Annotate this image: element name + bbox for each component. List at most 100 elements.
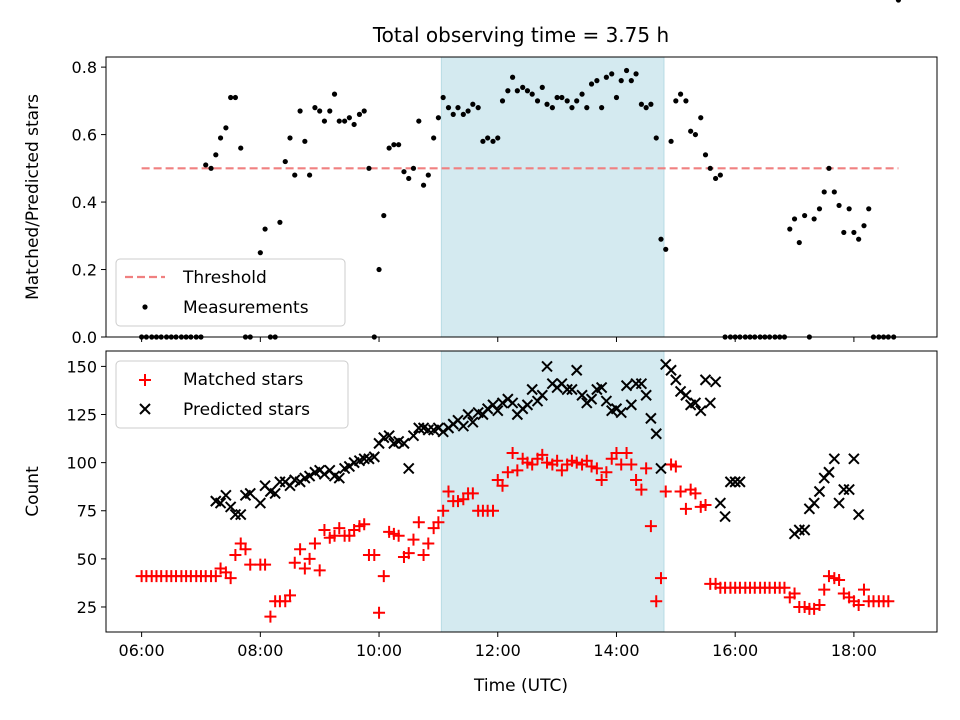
predicted-stars-point	[665, 364, 677, 376]
measurements-point	[238, 145, 244, 151]
measurements-point	[445, 105, 452, 111]
measurements-point	[228, 94, 234, 101]
y-tick-label: 0.8	[72, 58, 97, 77]
measurements-point	[306, 172, 313, 178]
measurements-point	[638, 101, 645, 107]
matched-stars-point	[318, 523, 331, 536]
x-tick-label: 06:00	[119, 641, 165, 660]
predicted-stars-point	[398, 437, 410, 450]
matched-stars-point	[506, 447, 519, 460]
matched-stars-point	[501, 466, 514, 479]
measurements-point	[302, 138, 308, 144]
predicted-stars-point	[709, 376, 722, 388]
y-tick-label: 25	[77, 598, 97, 617]
predicted-stars-point	[823, 466, 835, 478]
predicted-stars-point	[674, 385, 687, 398]
matched-stars-point	[422, 537, 435, 550]
predicted-legend-label: Predicted stars	[183, 400, 310, 420]
matched-stars-point	[417, 549, 430, 562]
matched-stars-point	[788, 587, 801, 600]
predicted-stars-point	[220, 489, 232, 502]
matched-stars-point	[654, 572, 667, 585]
measurements-point	[549, 105, 555, 111]
measurements-point	[203, 162, 209, 168]
y-tick-label: 50	[77, 550, 97, 569]
matched-stars-point	[294, 543, 307, 556]
measurements-point	[816, 206, 823, 212]
predicted-stars-point	[689, 397, 702, 409]
measurements-point	[282, 158, 288, 165]
predicted-stars-point	[585, 393, 598, 405]
predicted-stars-point	[625, 399, 638, 411]
count-panel: 25 50 75 100 125 150 06:00 08:00 10:00 12:00 14:0…	[23, 350, 938, 660]
measurements-point	[262, 226, 268, 232]
predicted-stars-point	[576, 389, 588, 401]
measurements-point	[495, 135, 501, 141]
matched-stars-point	[640, 462, 653, 475]
matched-stars-point	[526, 458, 539, 471]
measurements-point	[317, 108, 323, 114]
predicted-stars-point	[615, 406, 627, 419]
matched-stars-point	[813, 599, 826, 612]
measurements-point	[292, 172, 298, 178]
measurements-point	[217, 135, 224, 141]
matched-stars-point	[487, 504, 500, 517]
matched-stars-point	[818, 583, 831, 596]
matched-stars-point	[644, 520, 657, 533]
y-tick-label: 0.2	[72, 261, 97, 280]
matched-stars-point	[333, 522, 346, 535]
matched-stars-point	[368, 549, 381, 562]
matched-stars-point	[852, 599, 865, 612]
ratio-y-axis: 0.0 0.2 0.4 0.6 0.8	[72, 58, 106, 347]
measurements-point	[396, 142, 402, 148]
predicted-stars-point	[333, 472, 345, 484]
matched-stars-point	[313, 564, 326, 577]
measurements-point	[603, 74, 609, 80]
measurements-point	[841, 229, 847, 236]
measurements-point	[470, 101, 476, 107]
matched-stars-point	[778, 581, 791, 594]
measurements-point	[416, 118, 422, 124]
matched-stars-point	[407, 533, 420, 546]
ratio-x-axis	[141, 337, 855, 342]
predicted-stars-point	[383, 429, 395, 442]
matched-stars-point	[595, 473, 608, 486]
measurements-point	[406, 175, 412, 182]
measurements-point	[336, 118, 342, 124]
matched-stars-point	[442, 485, 455, 498]
measurements-point	[564, 98, 570, 104]
measurements-point	[658, 236, 664, 242]
predicted-stars-point	[214, 497, 227, 509]
measurements-point	[524, 88, 531, 94]
measurements-point	[257, 250, 263, 256]
measurements-point	[351, 121, 357, 128]
count-panel-frame	[105, 350, 938, 633]
matched-stars-point	[833, 574, 846, 587]
predicted-stars-point	[269, 487, 281, 500]
predicted-stars-point	[670, 374, 682, 386]
measurements-point	[213, 152, 219, 158]
matched-stars-point	[679, 502, 692, 515]
measurements-point	[663, 246, 669, 252]
matched-stars-point	[358, 518, 371, 531]
measurements-point	[673, 98, 679, 104]
measurements-point	[579, 91, 585, 97]
measurements-point	[688, 128, 694, 134]
matched-stars-point	[259, 558, 272, 571]
matched-stars-point	[689, 487, 702, 500]
measurements-point	[707, 165, 713, 171]
observing-window-highlight	[440, 56, 665, 338]
matched-stars-point	[650, 595, 663, 608]
measurements-point	[450, 111, 456, 117]
measurements-point	[431, 135, 437, 141]
matched-stars-point	[229, 549, 242, 562]
predicted-stars-point	[813, 485, 826, 498]
measurements-point	[851, 229, 857, 236]
matched-stars-point	[659, 485, 672, 498]
measurements-point	[312, 105, 318, 111]
measurements-point	[485, 135, 491, 141]
measurements-point	[544, 101, 550, 107]
measurements-point	[791, 216, 798, 222]
predicted-stars-point	[437, 426, 449, 438]
predicted-stars-point	[224, 501, 237, 513]
